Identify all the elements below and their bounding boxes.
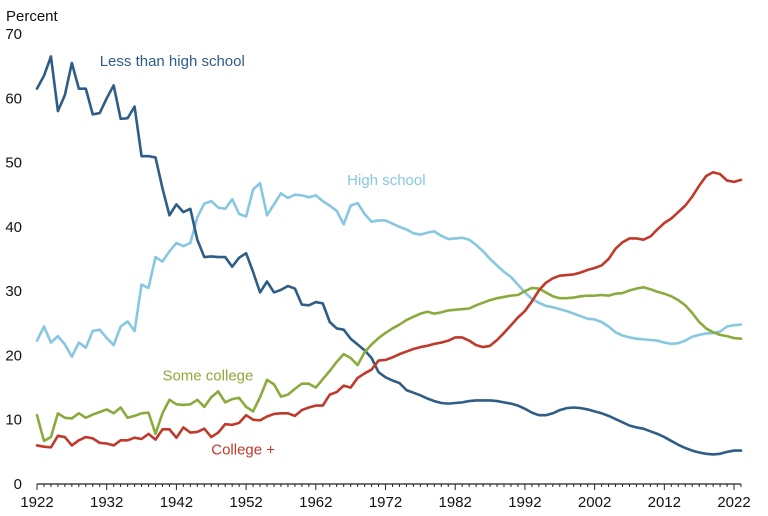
series-line-less-than-high-school — [35, 55, 743, 456]
series-label-less-than-high-school: Less than high school — [100, 53, 245, 70]
series-line-high-school — [35, 181, 743, 359]
y-tick-label: 60 — [5, 90, 22, 107]
x-tick-label: 1922 — [20, 494, 53, 511]
x-tick-label: 1972 — [369, 494, 402, 511]
x-tick-label: 2012 — [648, 494, 681, 511]
series-label-college: College + — [211, 441, 275, 458]
x-axis: 1922 1932 1942 1952 1962 1972 1982 1992 2002 2012… — [20, 483, 751, 511]
y-tick-label: 40 — [5, 219, 22, 236]
x-tick-label: 1952 — [229, 494, 262, 511]
series-label-some-college: Some college — [162, 368, 253, 385]
y-tick-label: 0 — [14, 476, 22, 493]
y-tick-label: 10 — [5, 412, 22, 429]
y-axis-title: Percent — [6, 8, 59, 25]
series-line-college — [35, 170, 743, 449]
x-tick-label: 1942 — [160, 494, 193, 511]
series-line-some-college — [35, 285, 743, 443]
x-tick-label: 2002 — [578, 494, 611, 511]
y-tick-labels: 0 10 20 30 40 50 60 70 — [5, 26, 22, 493]
x-tick-label: 1932 — [90, 494, 123, 511]
x-tick-label: 1982 — [439, 494, 472, 511]
series-labels: Less than high school High school Some col… — [100, 53, 426, 458]
x-tick-label: 2022 — [717, 494, 750, 511]
x-tick-label: 1992 — [508, 494, 541, 511]
y-tick-label: 20 — [5, 347, 22, 364]
y-tick-label: 70 — [5, 26, 22, 43]
series-lines — [35, 55, 743, 456]
y-tick-label: 50 — [5, 155, 22, 172]
series-label-high-school: High school — [347, 172, 425, 189]
y-tick-label: 30 — [5, 283, 22, 300]
x-tick-label: 1962 — [299, 494, 332, 511]
